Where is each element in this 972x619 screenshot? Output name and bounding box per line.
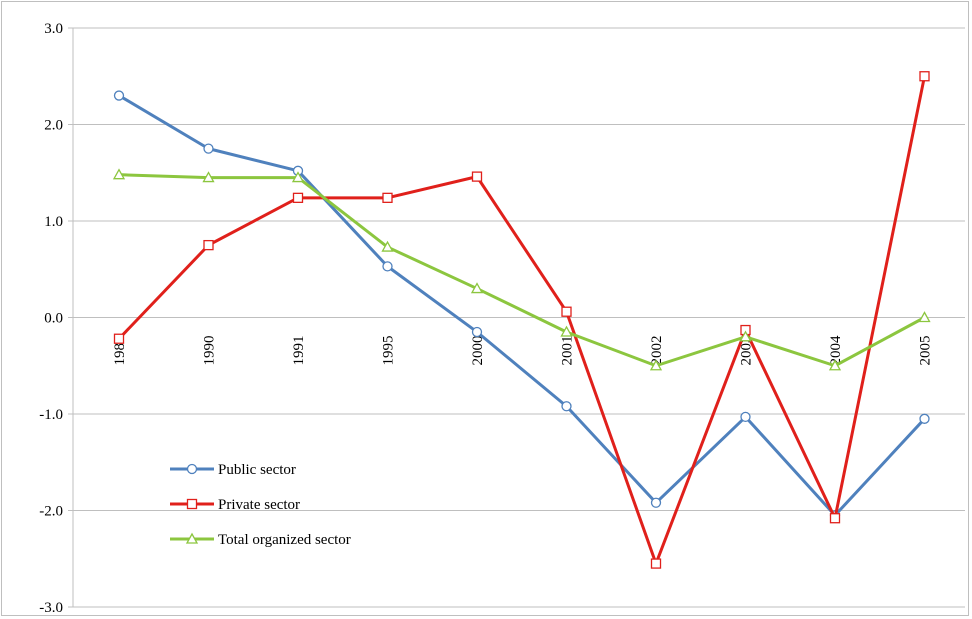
data-point [382,192,393,203]
legend-marker [185,532,199,544]
y-tick-label: 3.0 [44,21,63,37]
data-point [112,168,126,180]
series-private-sector [113,71,930,569]
y-axis-ticks: 3.0 2.0 1.0 0.0 -1.0 -2.0 -3.0 [39,21,63,616]
data-point [291,171,305,183]
data-point [561,306,572,317]
series-line [118,94,926,517]
y-tick-label: -2.0 [39,504,63,520]
legend: Public sector Private sector Total organiz… [170,462,351,548]
data-point [202,171,215,183]
data-point [560,325,573,337]
legend-marker [186,498,198,510]
legend-item: Public sector [170,462,296,478]
data-point [292,192,304,203]
x-tick-label: 2000 [470,336,486,366]
data-point [739,330,752,342]
legend-item: Total organized sector [170,532,351,548]
series [112,71,931,569]
gridlines [68,27,965,608]
data-point [650,558,662,569]
data-point [561,401,572,412]
data-point [918,311,931,323]
legend-label: Public sector [218,462,296,478]
data-point [740,411,751,423]
data-point [470,282,484,294]
x-tick-label: 1990 [202,336,218,366]
series-line [117,75,926,566]
data-point [113,90,125,101]
data-point [471,326,483,338]
legend-marker [186,463,198,475]
data-point [382,261,393,272]
data-point [649,359,663,371]
legend-item: Private sector [170,497,300,513]
y-tick-label: 0.0 [44,311,63,327]
data-point [113,333,125,344]
data-point [381,240,394,252]
data-point [919,71,930,82]
y-tick-label: 2.0 [44,118,63,134]
data-point [203,143,214,154]
data-point [919,413,930,424]
data-point [829,513,841,524]
x-tick-label: 2004 [828,335,844,366]
x-tick-label: 1995 [381,336,397,366]
x-tick-label: 1991 [291,336,307,366]
x-axis-ticks: 1985 1990 1991 1995 2000 2001 2002 2003 2004 2005 [112,335,934,366]
x-tick-label: 2002 [649,336,665,366]
series-line [118,173,926,368]
data-point [203,239,214,251]
x-tick-label: 2001 [560,336,576,366]
x-tick-label: 2005 [918,336,934,366]
data-point [828,359,842,371]
legend-label: Private sector [218,497,300,513]
series-total-organized-sector [112,168,931,371]
y-tick-label: -1.0 [39,407,63,423]
data-point [471,171,483,182]
y-tick-label: 1.0 [44,214,63,230]
legend-label: Total organized sector [218,532,351,548]
y-tick-label: -3.0 [39,600,63,616]
data-point [650,497,662,508]
